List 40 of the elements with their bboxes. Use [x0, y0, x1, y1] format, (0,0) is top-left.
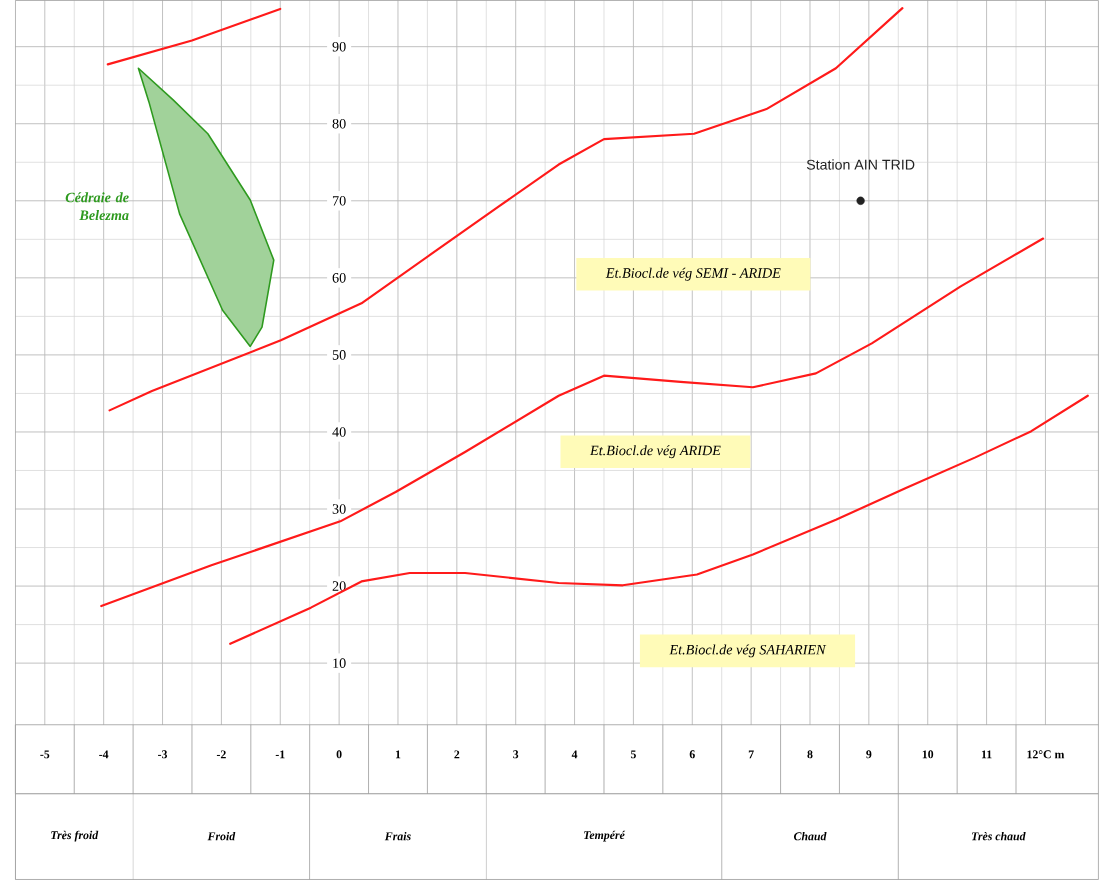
x-tick-label: 10 [922, 750, 934, 759]
line-series [100, 237, 1045, 608]
text: Chaud [793, 832, 827, 841]
x-tick-label: -5 [40, 750, 50, 759]
x-tick-label: 2 [454, 750, 460, 759]
y-tick-label: 30 [332, 504, 346, 514]
y-tick-label: 60 [332, 273, 346, 283]
text: Très froid [51, 830, 99, 842]
text: Tempéré [584, 830, 626, 842]
x-tick-label: 3 [513, 750, 519, 759]
y-tick-label: 20 [332, 581, 346, 591]
x-tick-label: 8 [807, 750, 813, 759]
text: Cédraie de Belezma [65, 192, 129, 221]
text: Station AIN TRID [806, 159, 915, 170]
text: Froid [207, 832, 236, 841]
text: Très chaud [971, 832, 1026, 841]
annotation: Et.Biocl.de vég SEMI - ARIDE [605, 267, 781, 281]
annotation: Et.Biocl.de vég ARIDE [589, 445, 721, 459]
text: Frais [384, 832, 411, 841]
x-tick-label: 0 [336, 750, 342, 759]
y-tick-label: 40 [332, 427, 346, 437]
x-tick-label: -3 [158, 750, 168, 759]
x-tick-label: -4 [99, 750, 109, 759]
x-tick-label: 5 [630, 750, 636, 759]
y-tick-label: 10 [333, 658, 346, 668]
line-series [229, 394, 1089, 646]
y-tick-label: 70 [332, 196, 346, 206]
y-tick-label: 80 [332, 119, 346, 129]
x-tick-label: 4 [571, 750, 578, 759]
x-tick-label: 7 [748, 750, 754, 759]
x-tick-label: 11 [981, 750, 992, 759]
x-tick-label: 1 [395, 750, 401, 759]
annotation: Et.Biocl.de vég SAHARIEN [669, 644, 827, 658]
x-tick-label: 12°C m [1027, 750, 1065, 759]
x-tick-label: 9 [866, 750, 872, 759]
x-tick-label: 6 [689, 750, 695, 759]
x-tick-label: -1 [275, 750, 285, 759]
x-tick-label: -2 [216, 750, 226, 759]
y-tick-label: 50 [332, 350, 346, 360]
y-tick-label: 90 [332, 41, 346, 52]
